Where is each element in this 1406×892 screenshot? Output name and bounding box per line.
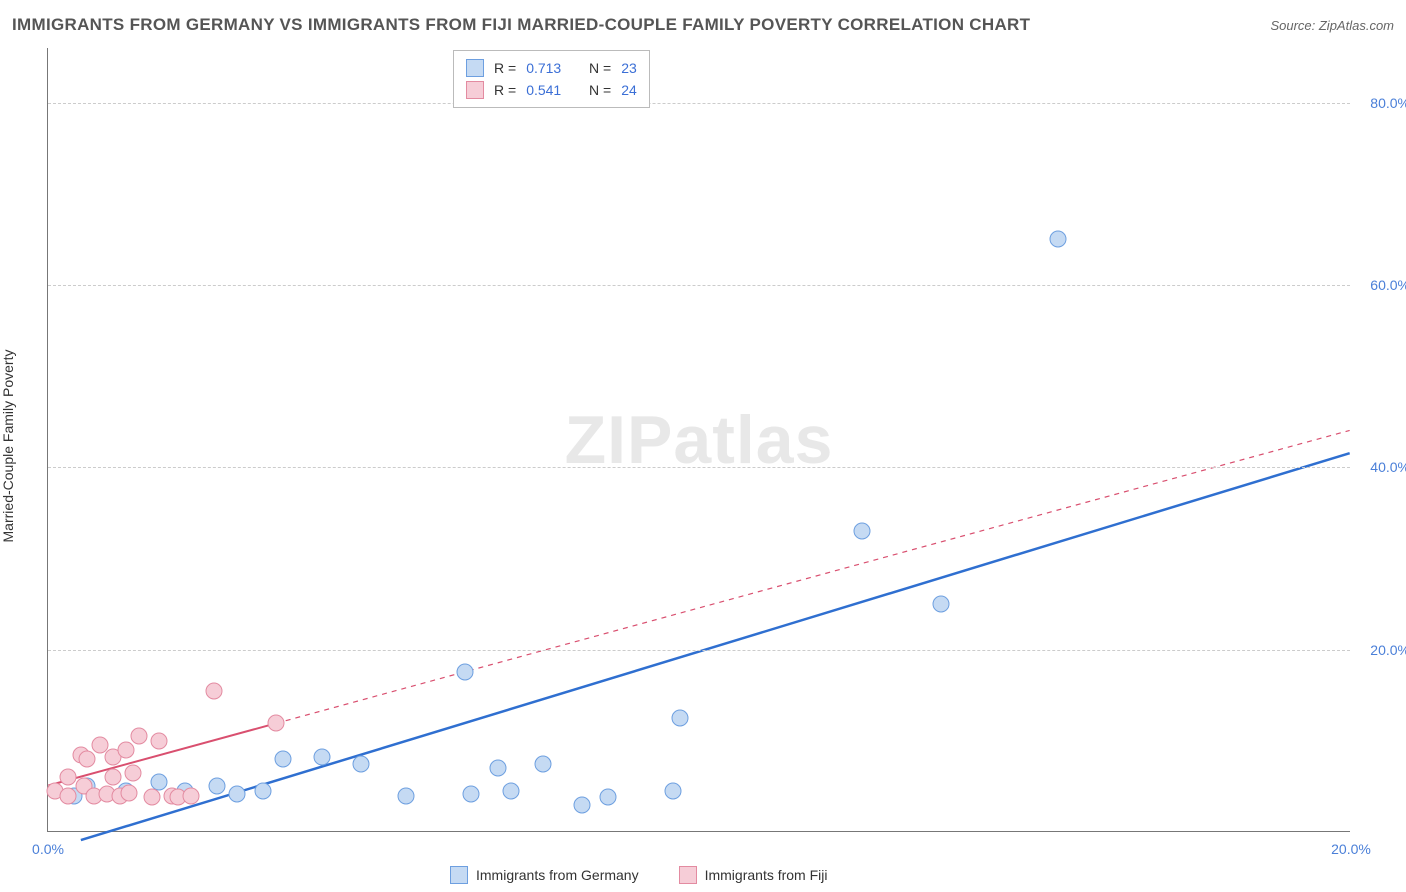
swatch-germany [450,866,468,884]
swatch-fiji [679,866,697,884]
point-germany [209,778,226,795]
x-tick-label: 0.0% [32,841,64,857]
regression-lines-layer [48,48,1350,831]
point-fiji [183,787,200,804]
chart-container: IMMIGRANTS FROM GERMANY VS IMMIGRANTS FR… [0,0,1406,892]
point-germany [932,596,949,613]
gridline [48,103,1350,104]
chart-title: IMMIGRANTS FROM GERMANY VS IMMIGRANTS FR… [12,15,1030,35]
point-germany [1049,231,1066,248]
title-bar: IMMIGRANTS FROM GERMANY VS IMMIGRANTS FR… [12,10,1394,40]
point-germany [254,782,271,799]
y-tick-label: 80.0% [1355,95,1406,111]
point-germany [600,789,617,806]
r-label: R = [494,57,516,79]
legend-item-fiji: Immigrants from Fiji [679,866,828,884]
correlation-row-fiji: R = 0.541 N = 24 [466,79,637,101]
n-label: N = [589,79,611,101]
point-fiji [124,764,141,781]
point-fiji [268,714,285,731]
gridline [48,467,1350,468]
point-germany [150,773,167,790]
gridline [48,285,1350,286]
point-fiji [59,769,76,786]
point-fiji [79,751,96,768]
y-tick-label: 60.0% [1355,277,1406,293]
point-fiji [105,769,122,786]
point-germany [456,664,473,681]
point-germany [274,751,291,768]
point-fiji [206,682,223,699]
point-germany [313,749,330,766]
r-label: R = [494,79,516,101]
legend-label-germany: Immigrants from Germany [476,867,639,883]
point-germany [502,782,519,799]
r-value-germany: 0.713 [526,57,561,79]
n-label: N = [589,57,611,79]
point-germany [463,785,480,802]
correlation-row-germany: R = 0.713 N = 23 [466,57,637,79]
swatch-germany [466,59,484,77]
r-value-fiji: 0.541 [526,79,561,101]
plot-area: ZIPatlas 20.0%40.0%60.0%80.0%0.0%20.0% [47,48,1350,832]
point-fiji [121,784,138,801]
n-value-fiji: 24 [621,79,637,101]
watermark-zip: ZIP [565,402,674,478]
legend-label-fiji: Immigrants from Fiji [705,867,828,883]
point-germany [352,755,369,772]
legend-item-germany: Immigrants from Germany [450,866,639,884]
point-fiji [131,728,148,745]
point-germany [398,787,415,804]
watermark-atlas: atlas [673,402,833,478]
point-germany [228,785,245,802]
point-germany [535,755,552,772]
swatch-fiji [466,81,484,99]
gridline [48,650,1350,651]
point-fiji [150,732,167,749]
y-tick-label: 40.0% [1355,459,1406,475]
y-tick-label: 20.0% [1355,642,1406,658]
series-legend: Immigrants from Germany Immigrants from … [450,866,828,884]
point-germany [671,710,688,727]
x-tick-label: 20.0% [1331,841,1371,857]
point-fiji [118,741,135,758]
point-germany [665,782,682,799]
correlation-legend: R = 0.713 N = 23 R = 0.541 N = 24 [453,50,650,108]
source-attribution: Source: ZipAtlas.com [1270,18,1394,33]
y-axis-label: Married-Couple Family Poverty [0,350,16,543]
point-germany [489,760,506,777]
point-fiji [144,789,161,806]
point-germany [574,796,591,813]
point-germany [854,523,871,540]
point-fiji [59,787,76,804]
n-value-germany: 23 [621,57,637,79]
